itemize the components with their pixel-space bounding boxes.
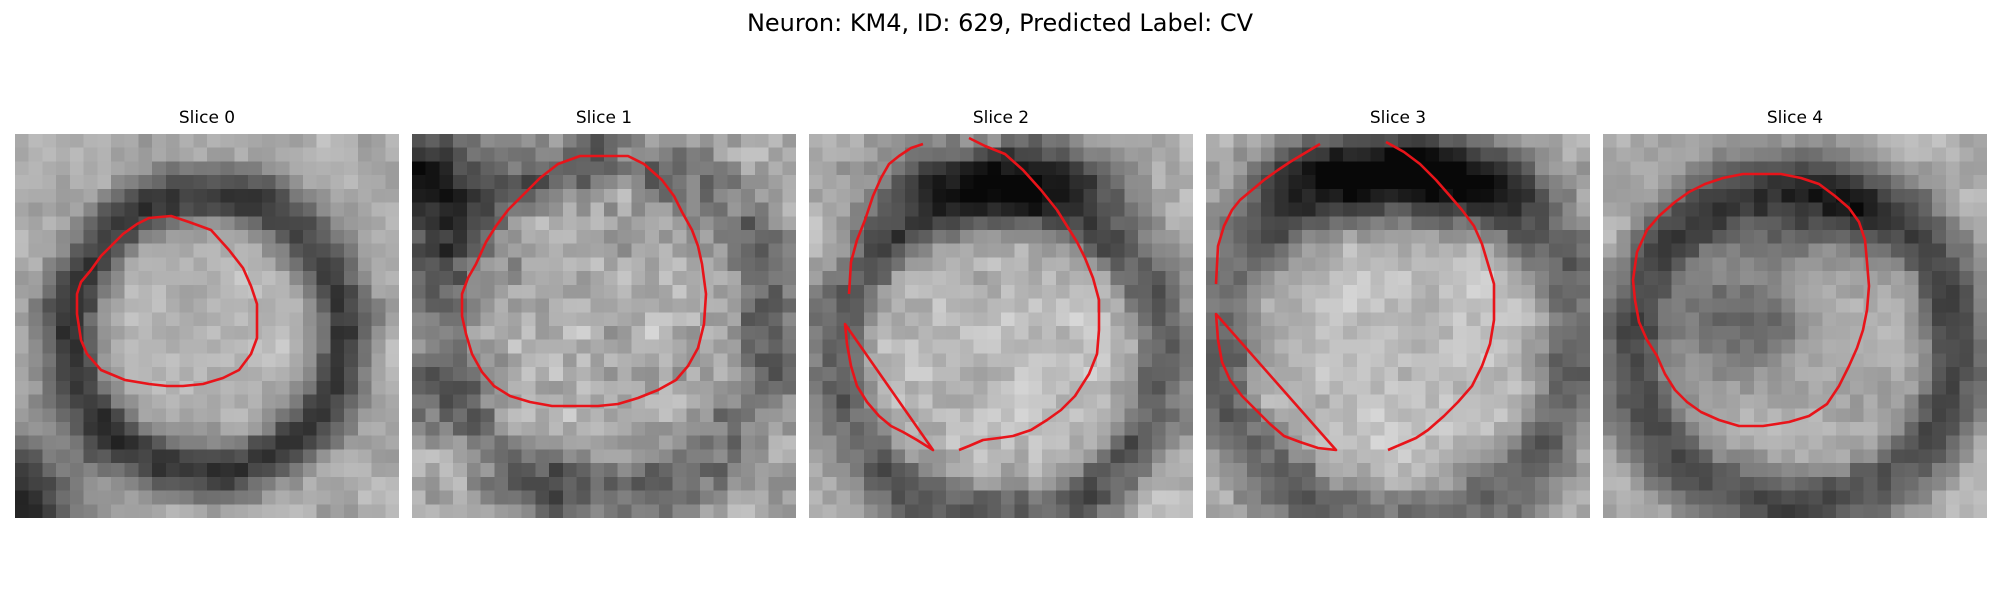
slice-image-3 <box>1206 134 1590 518</box>
slice-title: Slice 1 <box>575 108 633 128</box>
pixel-mosaic <box>809 134 1193 518</box>
pixel-mosaic <box>1206 134 1590 518</box>
slice-image-2 <box>809 134 1193 518</box>
pixel-mosaic <box>1603 134 1987 518</box>
slice-image-1 <box>412 134 796 518</box>
slice-title: Slice 0 <box>178 108 236 128</box>
segmentation-contour <box>1631 172 1871 428</box>
slice-title: Slice 4 <box>1766 108 1824 128</box>
pixel-mosaic <box>412 134 796 518</box>
slice-image-4 <box>1603 134 1987 518</box>
figure-title: Neuron: KM4, ID: 629, Predicted Label: C… <box>746 9 1254 37</box>
slice-image-0 <box>15 134 399 518</box>
segmentation-contour <box>75 214 259 388</box>
slice-title: Slice 2 <box>972 108 1030 128</box>
segmentation-contour <box>1214 140 1496 452</box>
segmentation-contour <box>460 154 708 408</box>
slice-title: Slice 3 <box>1369 108 1427 128</box>
pixel-mosaic <box>15 134 399 518</box>
segmentation-contour <box>843 136 1101 452</box>
